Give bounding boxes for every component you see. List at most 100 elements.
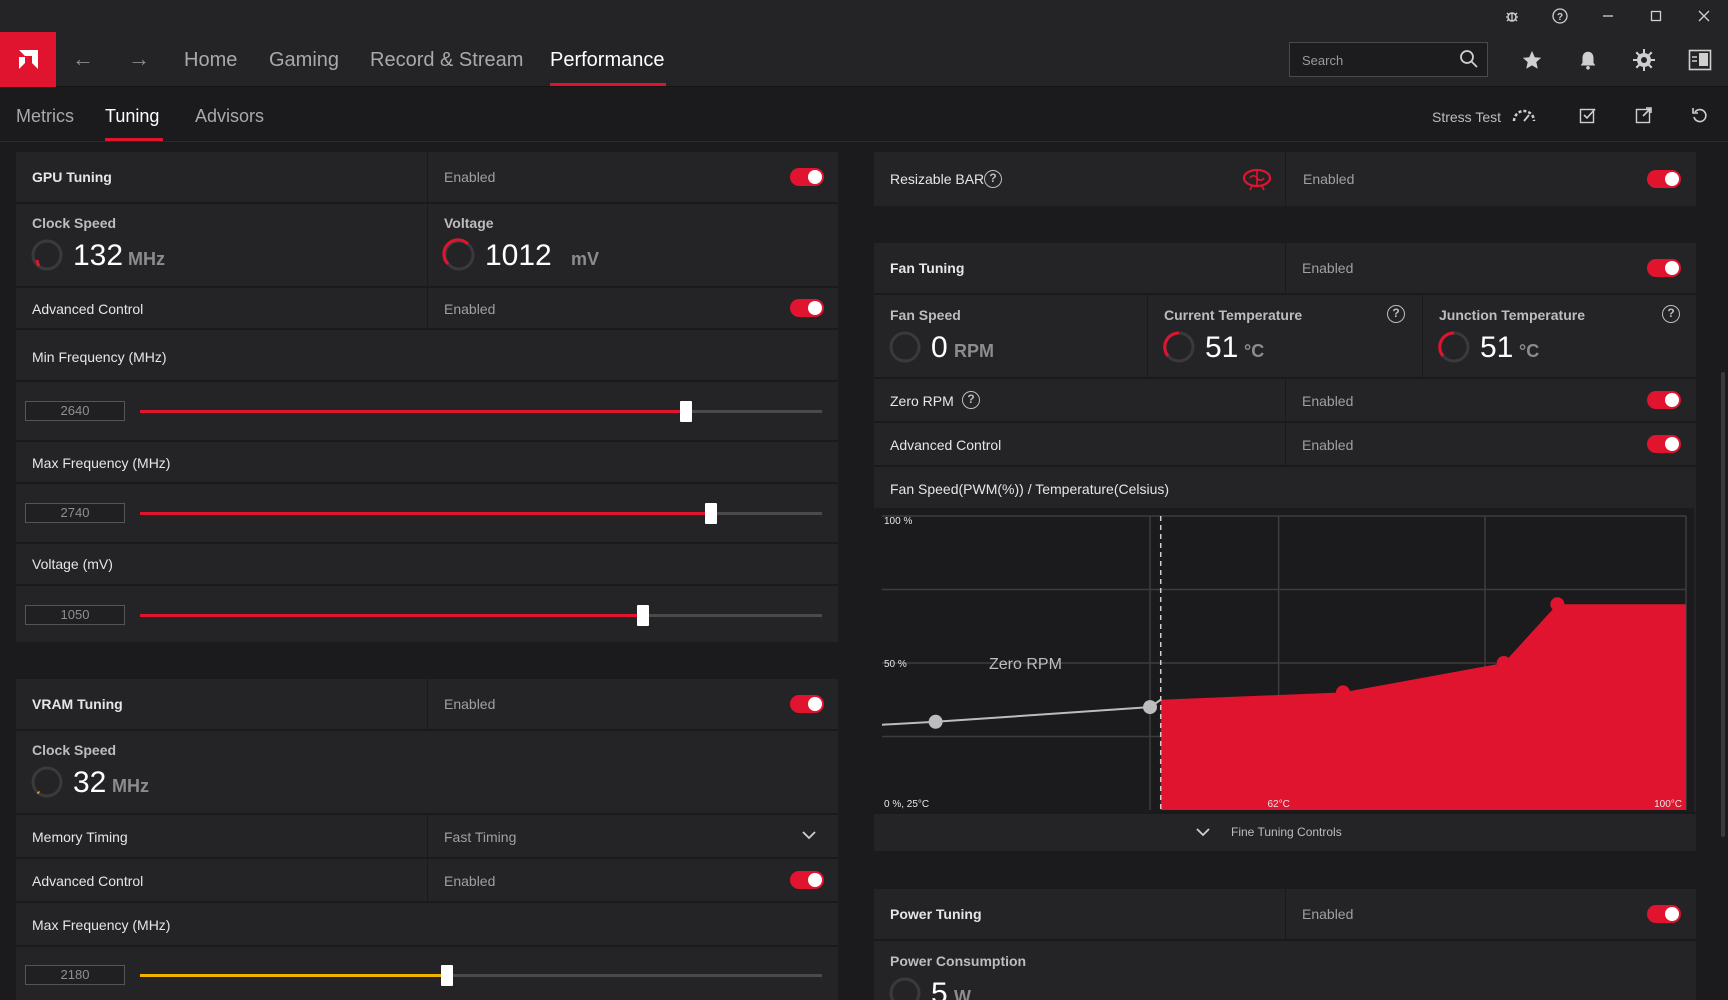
fan-curve-point-1 [928,714,943,729]
zero-rpm-region-label: Zero RPM [989,656,1062,673]
divider [874,377,1696,379]
bell-icon[interactable] [1572,45,1604,75]
tab-active-indicator [105,138,163,141]
slider-thumb[interactable] [636,605,649,626]
max-frequency-slider[interactable] [140,503,822,524]
divider [16,813,838,815]
sidebar-icon[interactable] [1684,45,1716,75]
fine-tuning-toggle[interactable]: Fine Tuning Controls [874,814,1696,851]
bug-icon[interactable] [1494,4,1530,28]
max-frequency-input[interactable]: 2740 [25,503,125,523]
junction-temperature-help-icon[interactable]: ? [1662,305,1680,323]
nav-tab-gaming[interactable]: Gaming [269,49,340,71]
stress-test-gauge-icon[interactable] [1510,102,1538,128]
slider-thumb[interactable] [704,503,717,524]
x-tick-label: 100°C [1654,799,1682,810]
vram-tuning-header: VRAM Tuning Enabled [16,679,838,729]
max-frequency-label: Max Frequency (MHz) [32,455,171,471]
vram-advanced-control-row: Advanced Control Enabled [16,859,838,901]
vram-advanced-control-label: Advanced Control [32,873,144,889]
slider-thumb[interactable] [679,401,692,422]
fan-curve-svg[interactable]: 100 % 50 % 0 %, 25°C 62°C 100°C Zero RPM [874,508,1694,812]
nav-tab-home[interactable]: Home [184,49,238,71]
gpu-voltage-gauge-icon [442,238,475,271]
divider [16,584,838,586]
memory-timing-row: Memory Timing Fast Timing [16,815,838,857]
memory-timing-label: Memory Timing [32,829,128,845]
fan-speed-unit: RPM [954,341,994,361]
search-box[interactable] [1289,42,1488,77]
resizable-bar-help-icon[interactable]: ? [984,170,1002,188]
tab-metrics[interactable]: Metrics [16,106,74,126]
zero-rpm-row: Zero RPM ? Enabled [874,379,1696,421]
gpu-advanced-control-toggle[interactable] [790,299,824,317]
min-frequency-input[interactable]: 2640 [25,401,125,421]
gpu-tuning-header: GPU Tuning Enabled [16,152,838,202]
divider [874,293,1696,295]
resizable-bar-row: Resizable BAR ? Enabled [874,152,1696,206]
fan-advanced-control-toggle[interactable] [1647,435,1681,453]
zero-rpm-help-icon[interactable]: ? [962,391,980,409]
slider-thumb[interactable] [440,965,453,986]
export-icon[interactable] [1630,102,1658,128]
forward-arrow-icon[interactable]: → [128,46,150,71]
fan-curve-chart[interactable]: 100 % 50 % 0 %, 25°C 62°C 100°C Zero RPM [874,508,1694,812]
fan-curve-point-3 [1335,685,1350,700]
apply-changes-icon[interactable] [1574,102,1602,128]
fan-curve-point-2 [1143,700,1157,715]
amd-logo-icon[interactable] [0,32,56,87]
vram-clock-speed-label: Clock Speed [32,742,117,758]
gpu-tuning-status: Enabled [444,169,496,185]
fan-speed-gauge-icon [889,331,921,363]
vram-advanced-control-toggle[interactable] [790,871,824,889]
vram-max-frequency-input[interactable]: 2180 [25,965,125,985]
divider [427,204,428,286]
scrollbar[interactable] [1721,372,1725,837]
resizable-bar-toggle[interactable] [1647,170,1681,188]
x-tick-label: 62°C [1267,799,1289,810]
tab-advisors[interactable]: Advisors [195,106,265,126]
search-icon[interactable] [1459,49,1479,74]
divider [16,380,838,382]
divider [1422,295,1423,377]
search-input[interactable] [1302,51,1452,69]
divider [1285,379,1286,421]
maximize-icon[interactable] [1638,4,1674,28]
slider-fill [140,974,447,977]
memory-timing-select[interactable]: Fast Timing [444,829,517,845]
nav-tab-performance[interactable]: Performance [550,49,665,71]
reset-icon[interactable] [1686,102,1714,128]
min-frequency-slider[interactable] [140,401,822,422]
stress-test-label[interactable]: Stress Test [1432,109,1501,125]
tab-tuning[interactable]: Tuning [105,106,160,126]
gpu-tuning-toggle[interactable] [790,168,824,186]
gpu-advanced-control-status: Enabled [444,301,496,317]
divider [874,421,1696,423]
gear-icon[interactable] [1628,45,1660,75]
power-tuning-toggle[interactable] [1647,905,1681,923]
zero-rpm-toggle[interactable] [1647,391,1681,409]
power-consumption-label: Power Consumption [890,953,1027,969]
help-icon[interactable]: ? [1542,4,1578,28]
minimize-icon[interactable] [1590,4,1626,28]
zero-rpm-status: Enabled [1302,393,1354,409]
title-bar: ? [0,0,1728,32]
fan-tuning-header: Fan Tuning Enabled [874,243,1696,293]
chevron-down-icon[interactable] [802,830,816,840]
close-icon[interactable] [1686,4,1722,28]
gpu-advanced-control-row: Advanced Control Enabled [16,288,838,328]
voltage-slider[interactable] [140,605,822,626]
junction-temperature-label: Junction Temperature [1439,307,1585,323]
gpu-advanced-control-label: Advanced Control [32,301,144,317]
star-icon[interactable] [1516,45,1548,75]
vram-tuning-toggle[interactable] [790,695,824,713]
back-arrow-icon[interactable]: ← [72,46,94,71]
current-temperature-value: 51 [1205,331,1239,364]
brain-icon [1242,168,1272,191]
vram-clock-gauge-icon [31,766,63,798]
current-temperature-help-icon[interactable]: ? [1387,305,1405,323]
voltage-input[interactable]: 1050 [25,605,125,625]
fan-tuning-toggle[interactable] [1647,259,1681,277]
nav-tab-record-stream[interactable]: Record & Stream [370,49,524,71]
vram-max-frequency-slider[interactable] [140,965,822,986]
